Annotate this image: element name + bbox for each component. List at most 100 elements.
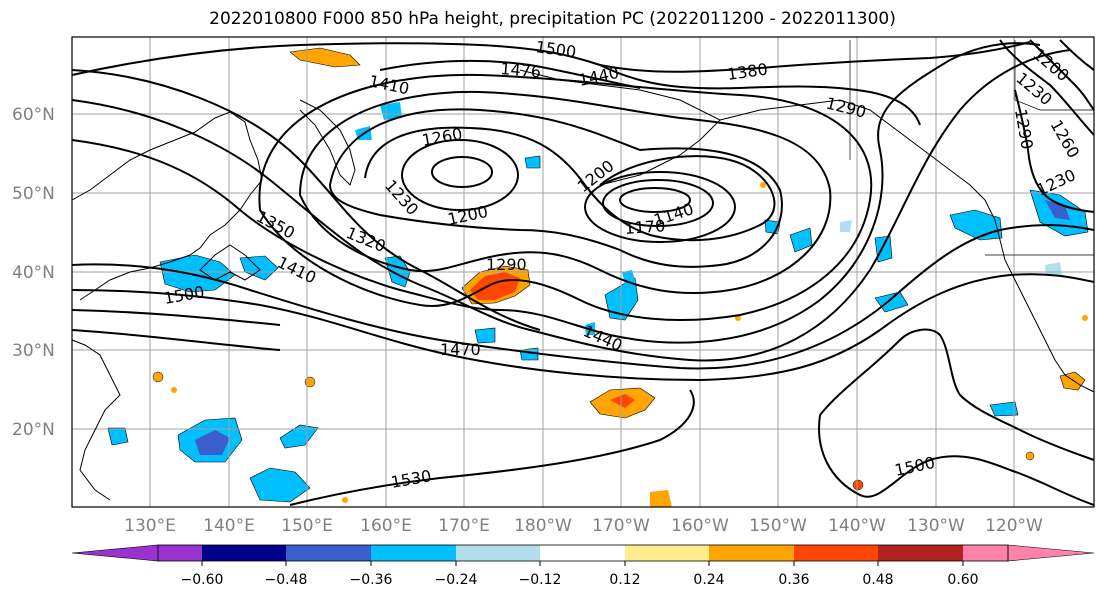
lon-label: 150°W	[749, 516, 807, 536]
coastline-alaska	[519, 69, 721, 186]
contour-line	[71, 309, 281, 326]
precip-negative-area	[195, 430, 230, 455]
precip-positive-area	[152, 371, 164, 383]
precip-positive-area	[171, 387, 177, 393]
precip-positive-area	[760, 182, 766, 188]
contour-line	[599, 64, 921, 126]
colorbar-extend-min	[71, 544, 159, 562]
colorbar-segment	[878, 545, 963, 561]
contour-label: 1290	[486, 255, 527, 274]
precip-positive-area	[1059, 371, 1086, 391]
contour-line	[1014, 89, 1095, 213]
precip-positive-area	[342, 497, 348, 503]
coastline-na-west	[984, 199, 1095, 393]
contour-line	[298, 90, 832, 295]
contour-line	[1029, 39, 1095, 111]
precip-negative-area	[239, 255, 279, 281]
colorbar-segment	[625, 545, 709, 561]
contour-label: 1476	[500, 59, 542, 81]
colorbar-tick-label: −0.60	[181, 572, 224, 588]
lon-label: 140°W	[828, 516, 886, 536]
colorbar-tick-label: 0.36	[778, 572, 809, 588]
contour-line	[328, 108, 783, 268]
colorbar-tick-label: −0.48	[265, 572, 308, 588]
contour-line	[584, 171, 736, 243]
lon-label: 160°W	[671, 516, 729, 536]
lon-label: 120°W	[985, 516, 1043, 536]
precip-negative-area	[107, 427, 129, 446]
contour-line	[1059, 39, 1095, 71]
precip-negative-area	[524, 155, 541, 169]
colorbar-segment	[540, 545, 625, 561]
contour-line	[401, 139, 519, 211]
lat-label: 20°N	[12, 420, 55, 440]
colorbar-tick-label: −0.36	[350, 572, 393, 588]
precip-positive-area	[1025, 451, 1035, 461]
contour-line	[819, 328, 1095, 461]
colorbar-tick-label: 0.60	[947, 572, 978, 588]
contour-line	[71, 69, 541, 331]
colorbar: −0.60 −0.48 −0.36 −0.24 −0.12 0.12 0.24 …	[71, 544, 1095, 588]
colorbar-tick-label: −0.12	[519, 572, 562, 588]
graticule	[72, 37, 1094, 507]
lon-label: 130°W	[907, 516, 965, 536]
colorbar-segment	[794, 545, 878, 561]
longitude-labels: 130°E 140°E 150°E 160°E 170°E 180°W 170°…	[124, 516, 1043, 536]
lat-label: 60°N	[12, 105, 55, 125]
contour-line	[999, 39, 1095, 136]
lon-label: 170°E	[438, 516, 490, 536]
colorbar-outline	[157, 544, 1009, 562]
contour-line	[71, 224, 1095, 370]
map-frame	[71, 36, 1095, 508]
precip-positive-area	[610, 394, 635, 408]
contour-line	[289, 389, 695, 506]
colorbar-tick-label: 0.12	[609, 572, 640, 588]
precip-negative-area	[840, 220, 852, 232]
colorbar-segment	[456, 545, 540, 561]
lon-label: 130°E	[124, 516, 176, 536]
latitude-labels: 60°N 50°N 40°N 30°N 20°N	[12, 105, 55, 440]
colorbar-segment	[963, 545, 1008, 561]
contour-line	[71, 49, 1071, 362]
colorbar-segment	[202, 545, 286, 561]
precip-negative-area	[1045, 200, 1070, 220]
contour-line	[71, 329, 281, 351]
contour-line	[619, 187, 691, 213]
coastline-korea-china	[71, 339, 121, 501]
colorbar-segment	[158, 545, 202, 561]
contour-line	[431, 156, 493, 188]
precip-negative-area	[474, 327, 496, 344]
lon-label: 140°E	[203, 516, 255, 536]
contour-line	[818, 414, 1095, 506]
contour-line	[364, 126, 776, 242]
lat-label: 50°N	[12, 184, 55, 204]
contour-line	[379, 59, 641, 89]
political-border	[1014, 40, 1094, 111]
map-title: 2022010800 F000 850 hPa height, precipit…	[209, 9, 896, 29]
colorbar-tick-label: 0.48	[862, 572, 893, 588]
contour-label: 1470	[440, 340, 481, 359]
contour-line	[71, 41, 1031, 76]
colorbar-segment	[709, 545, 794, 561]
precip-positive-area	[650, 490, 672, 507]
precip-negative-area	[279, 424, 319, 449]
precip-positive-area	[470, 272, 520, 300]
precip-negative-area	[249, 467, 311, 503]
colorbar-extend-max	[1007, 544, 1095, 562]
lon-label: 150°E	[281, 516, 333, 536]
lon-label: 160°E	[360, 516, 412, 536]
lat-label: 30°N	[12, 341, 55, 361]
contour-label: 1170	[624, 216, 666, 238]
height-contours	[71, 39, 1095, 506]
coastline-japan	[199, 244, 261, 281]
contour-line	[602, 179, 714, 227]
contour-line	[71, 42, 1041, 344]
colorbar-tick-label: −0.24	[435, 572, 478, 588]
precip-positive-area	[1082, 315, 1088, 321]
precip-negative-area	[989, 401, 1019, 417]
contour-line	[71, 273, 1095, 382]
lon-label: 180°W	[514, 516, 572, 536]
coastline-alaska-panhandle	[719, 99, 986, 201]
lat-label: 40°N	[12, 263, 55, 283]
